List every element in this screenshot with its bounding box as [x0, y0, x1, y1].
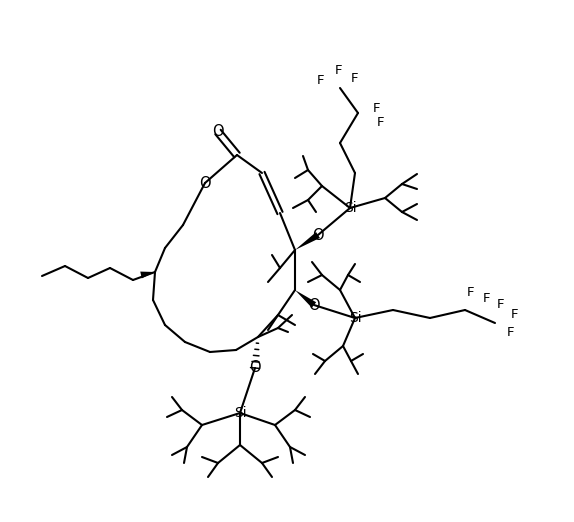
Polygon shape: [295, 232, 320, 250]
Text: O: O: [212, 125, 224, 139]
Text: O: O: [312, 228, 324, 243]
Polygon shape: [140, 271, 155, 278]
Text: F: F: [376, 116, 384, 129]
Text: F: F: [497, 299, 504, 312]
Text: F: F: [466, 286, 474, 299]
Text: F: F: [373, 101, 380, 114]
Text: Si: Si: [234, 406, 246, 420]
Text: O: O: [199, 175, 211, 191]
Text: O: O: [308, 298, 320, 313]
Text: O: O: [249, 361, 261, 375]
Text: F: F: [334, 64, 342, 77]
Text: Si: Si: [348, 311, 361, 325]
Polygon shape: [295, 290, 316, 308]
Text: F: F: [483, 291, 491, 304]
Text: F: F: [511, 309, 519, 322]
Text: F: F: [506, 326, 514, 339]
Text: Si: Si: [344, 201, 356, 215]
Text: F: F: [316, 74, 324, 87]
Text: F: F: [350, 72, 358, 85]
